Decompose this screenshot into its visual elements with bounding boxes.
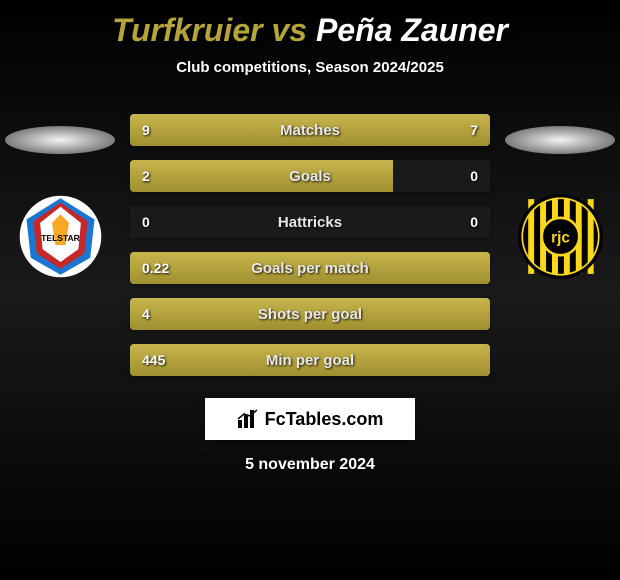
watermark-text: FcTables.com	[265, 409, 384, 430]
club-logo-right: rjc	[518, 194, 603, 279]
watermark: FcTables.com	[205, 398, 415, 440]
vs-text: vs	[263, 12, 316, 48]
team-right-container: rjc	[500, 126, 620, 279]
stat-label: Hattricks	[130, 206, 490, 238]
player2-name: Peña Zauner	[316, 12, 508, 48]
stat-label: Shots per goal	[130, 298, 490, 330]
content-area: TELSTAR rjc	[0, 96, 620, 474]
stat-label: Goals	[130, 160, 490, 192]
team-left-container: TELSTAR	[0, 126, 120, 279]
svg-text:rjc: rjc	[551, 229, 570, 246]
date: 5 november 2024	[0, 456, 620, 474]
player1-name: Turfkruier	[112, 12, 263, 48]
stat-label: Matches	[130, 114, 490, 146]
stat-row: 445Min per goal	[130, 344, 490, 376]
stat-label: Goals per match	[130, 252, 490, 284]
ellipse-highlight-right	[505, 126, 615, 154]
stat-row: 20Goals	[130, 160, 490, 192]
club-logo-right-svg: rjc	[518, 194, 603, 279]
stat-row: 00Hattricks	[130, 206, 490, 238]
chart-icon	[237, 409, 259, 429]
svg-text:TELSTAR: TELSTAR	[41, 233, 80, 243]
stat-label: Min per goal	[130, 344, 490, 376]
club-logo-left-svg: TELSTAR	[18, 194, 103, 279]
stats-bars: 97Matches 20Goals 00Hattricks 0.22Goals per…	[130, 96, 490, 376]
stat-row: 4Shots per goal	[130, 298, 490, 330]
stat-row: 0.22Goals per match	[130, 252, 490, 284]
subtitle: Club competitions, Season 2024/2025	[0, 59, 620, 76]
stat-row: 97Matches	[130, 114, 490, 146]
comparison-title: Turfkruier vs Peña Zauner	[0, 0, 620, 49]
ellipse-highlight-left	[5, 126, 115, 154]
club-logo-left: TELSTAR	[18, 194, 103, 279]
